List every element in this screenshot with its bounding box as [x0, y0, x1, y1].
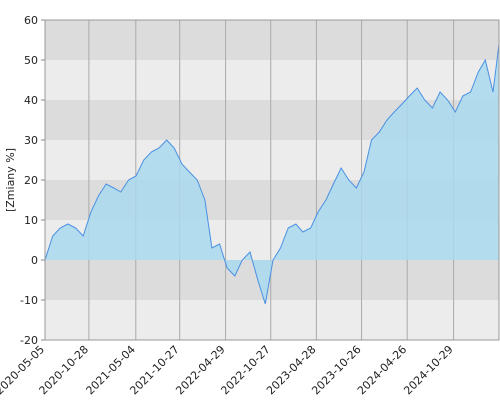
- y-tick-label: 40: [24, 94, 38, 107]
- y-tick-label: 0: [31, 254, 38, 267]
- y-axis-label: [Zmiany %]: [4, 148, 17, 212]
- y-tick-label: 50: [24, 54, 38, 67]
- background-band: [45, 60, 499, 100]
- background-band: [45, 300, 499, 340]
- y-tick-label: -20: [20, 334, 38, 347]
- area-fill: [45, 44, 499, 304]
- plot-frame: [44, 19, 500, 341]
- y-tick-label: 60: [24, 14, 38, 27]
- y-tick-label: 20: [24, 174, 38, 187]
- background-band: [45, 20, 499, 60]
- y-tick-label: 30: [24, 134, 38, 147]
- line: [44, 43, 500, 305]
- x-tick-label: 2024-10-29: [401, 343, 455, 397]
- y-tick-label: -10: [20, 294, 38, 307]
- y-tick-label: 10: [24, 214, 38, 227]
